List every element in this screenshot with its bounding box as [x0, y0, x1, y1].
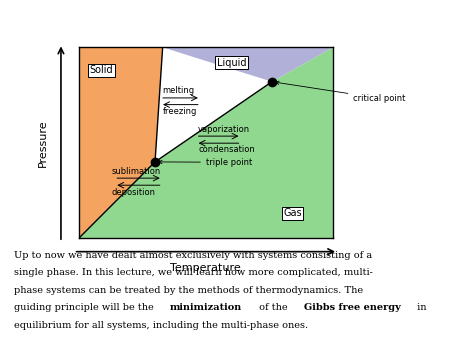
Text: equilibrium for all systems, including the multi-phase ones.: equilibrium for all systems, including t…	[14, 321, 308, 330]
Text: melting: melting	[162, 87, 195, 95]
Polygon shape	[162, 47, 333, 82]
Text: in: in	[414, 304, 427, 312]
Text: condensation: condensation	[198, 145, 255, 154]
Text: freezing: freezing	[162, 106, 197, 116]
Text: vaporization: vaporization	[198, 125, 250, 134]
Text: of the: of the	[256, 304, 290, 312]
Polygon shape	[79, 47, 333, 238]
Text: Pressure: Pressure	[38, 119, 48, 167]
Text: Liquid: Liquid	[216, 57, 246, 68]
Text: critical point: critical point	[276, 81, 406, 103]
Text: Gas: Gas	[283, 209, 302, 218]
Text: Gibbs free energy: Gibbs free energy	[304, 304, 400, 312]
Text: deposition: deposition	[112, 188, 156, 197]
Text: Up to now we have dealt almost exclusively with systems consisting of a: Up to now we have dealt almost exclusive…	[14, 251, 372, 260]
Text: phase systems can be treated by the methods of thermodynamics. The: phase systems can be treated by the meth…	[14, 286, 363, 295]
Polygon shape	[79, 47, 162, 238]
Text: Lecture 15. Phases of Pure Substances (Ch.5): Lecture 15. Phases of Pure Substances (C…	[36, 15, 414, 30]
Text: guiding principle will be the: guiding principle will be the	[14, 304, 157, 312]
Text: sublimation: sublimation	[112, 167, 161, 176]
Text: single phase. In this lecture, we will learn how more complicated, multi-: single phase. In this lecture, we will l…	[14, 268, 373, 277]
Text: Temperature: Temperature	[171, 263, 241, 273]
Text: triple point: triple point	[159, 158, 252, 167]
Text: Solid: Solid	[90, 65, 113, 75]
Text: minimization: minimization	[170, 304, 242, 312]
